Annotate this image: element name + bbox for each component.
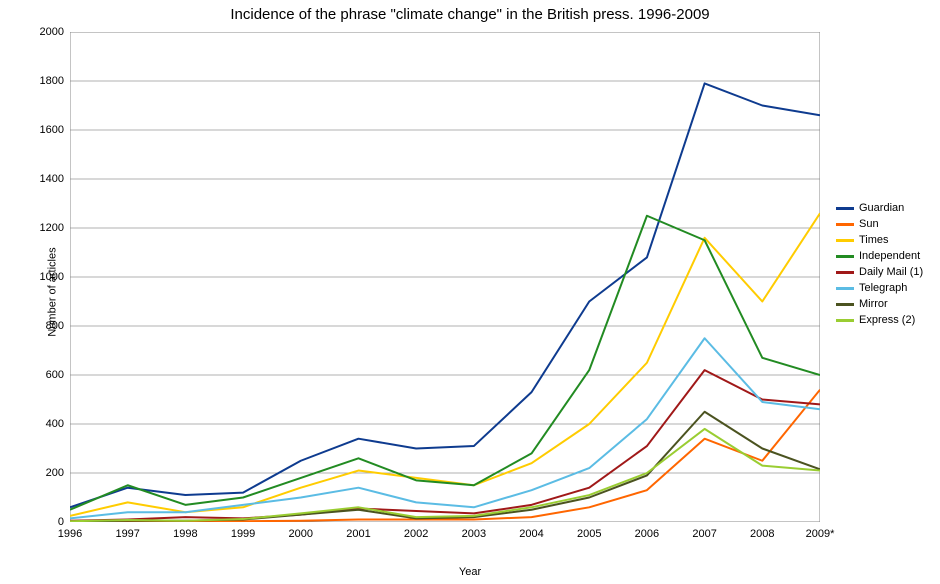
x-tick-label: 2005 xyxy=(577,528,601,540)
legend-swatch xyxy=(836,271,854,274)
legend-item: Times xyxy=(836,232,923,248)
x-tick-label: 2000 xyxy=(289,528,313,540)
chart-title: Incidence of the phrase "climate change"… xyxy=(0,6,940,23)
legend-item: Sun xyxy=(836,216,923,232)
series-times xyxy=(70,213,820,516)
legend-item: Telegraph xyxy=(836,280,923,296)
y-tick-label: 1000 xyxy=(30,271,64,283)
series-independent xyxy=(70,216,820,510)
x-tick-label: 1996 xyxy=(58,528,82,540)
y-tick-label: 1600 xyxy=(30,124,64,136)
y-tick-label: 2000 xyxy=(30,26,64,38)
x-tick-label: 2006 xyxy=(635,528,659,540)
legend-label: Guardian xyxy=(859,202,904,214)
series-sun xyxy=(70,390,820,522)
x-tick-label: 1997 xyxy=(115,528,139,540)
y-tick-label: 1800 xyxy=(30,75,64,87)
legend-label: Times xyxy=(859,234,889,246)
x-tick-label: 2002 xyxy=(404,528,428,540)
x-axis-label: Year xyxy=(0,566,940,578)
y-tick-label: 800 xyxy=(30,320,64,332)
y-tick-label: 600 xyxy=(30,369,64,381)
chart-svg xyxy=(70,32,820,522)
legend-swatch xyxy=(836,255,854,258)
x-tick-label: 2001 xyxy=(346,528,370,540)
legend-swatch xyxy=(836,223,854,226)
x-tick-label: 2003 xyxy=(462,528,486,540)
y-tick-label: 400 xyxy=(30,418,64,430)
legend-label: Express (2) xyxy=(859,314,915,326)
series-express-2- xyxy=(70,429,820,521)
legend-item: Express (2) xyxy=(836,312,923,328)
plot-area xyxy=(70,32,820,522)
legend-swatch xyxy=(836,319,854,322)
legend-swatch xyxy=(836,207,854,210)
legend-label: Daily Mail (1) xyxy=(859,266,923,278)
y-tick-label: 1200 xyxy=(30,222,64,234)
legend-swatch xyxy=(836,287,854,290)
legend: Guardian Sun Times Independent Daily Mail (1… xyxy=(836,200,923,328)
series-guardian xyxy=(70,83,820,507)
y-tick-label: 0 xyxy=(30,516,64,528)
y-tick-label: 200 xyxy=(30,467,64,479)
legend-swatch xyxy=(836,303,854,306)
series-daily-mail-1- xyxy=(70,370,820,521)
x-tick-label: 2007 xyxy=(692,528,716,540)
x-tick-label: 2008 xyxy=(750,528,774,540)
legend-item: Guardian xyxy=(836,200,923,216)
x-tick-label: 1998 xyxy=(173,528,197,540)
legend-item: Daily Mail (1) xyxy=(836,264,923,280)
legend-label: Independent xyxy=(859,250,920,262)
x-tick-label: 1999 xyxy=(231,528,255,540)
x-tick-label: 2004 xyxy=(519,528,543,540)
legend-item: Independent xyxy=(836,248,923,264)
legend-label: Mirror xyxy=(859,298,888,310)
legend-swatch xyxy=(836,239,854,242)
legend-item: Mirror xyxy=(836,296,923,312)
legend-label: Telegraph xyxy=(859,282,907,294)
series-telegraph xyxy=(70,338,820,518)
y-tick-label: 1400 xyxy=(30,173,64,185)
x-tick-label: 2009* xyxy=(806,528,835,540)
chart-container: Incidence of the phrase "climate change"… xyxy=(0,0,940,584)
legend-label: Sun xyxy=(859,218,879,230)
